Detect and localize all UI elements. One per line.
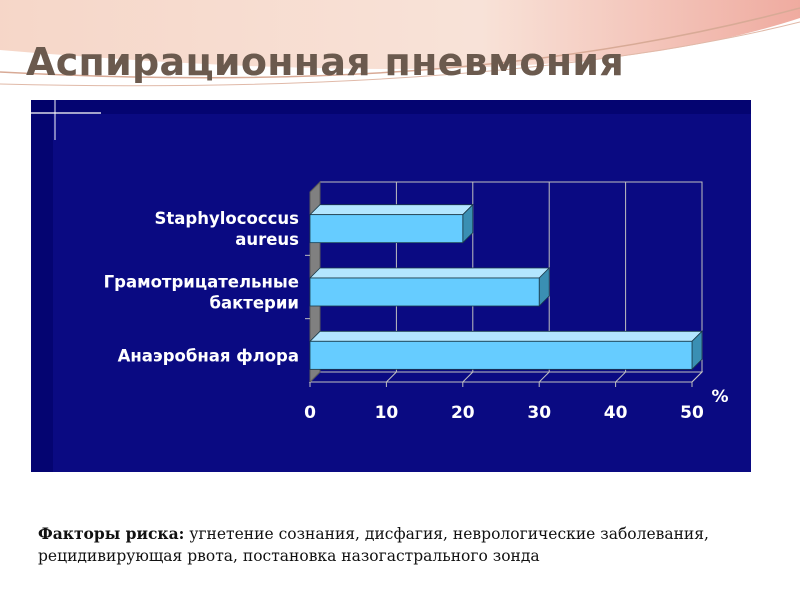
bar — [309, 214, 464, 244]
slide-title: Аспирационная пневмония — [26, 40, 625, 84]
x-floor-gridline — [538, 371, 550, 383]
risk-factors-note: Факторы риска: угнетение сознания, дисфа… — [38, 523, 758, 567]
x-axis-unit: % — [711, 387, 728, 407]
header-decoration — [0, 0, 800, 87]
x-floor-gridline — [462, 371, 474, 383]
x-tick-label: 20 — [451, 403, 475, 423]
plot-floor — [308, 371, 704, 383]
x-tick-label: 30 — [527, 403, 551, 423]
bar-top-face — [309, 267, 551, 279]
chart-background-top-band — [31, 100, 751, 114]
category-label: бактерии — [209, 294, 299, 313]
chart-background-left-band — [31, 100, 53, 472]
category-label: Staphylococcus — [155, 209, 300, 228]
bar — [309, 340, 693, 370]
chart-panel: 0 10 20 30 40 50% Staphylococcus aureus Грамотри… — [31, 100, 751, 472]
risk-factors-text: угнетение сознания, дисфагия, неврологич… — [38, 524, 709, 565]
x-tick-label: 40 — [604, 403, 628, 423]
bar-chart: 0 10 20 30 40 50% Staphylococcus aureus Грамотри… — [31, 100, 751, 472]
category-label: Анаэробная флора — [118, 346, 299, 365]
category-label: aureus — [235, 230, 299, 249]
x-floor-gridline — [691, 371, 703, 383]
bar — [309, 277, 540, 307]
risk-factors-label: Факторы риска: — [38, 523, 185, 543]
x-tick-label: 0 — [304, 403, 316, 423]
bar-top-face — [309, 204, 474, 216]
x-floor-gridline — [386, 371, 397, 383]
bar-top-face — [309, 330, 703, 342]
x-tick-label: 10 — [375, 403, 399, 423]
x-floor-gridline — [615, 371, 626, 383]
x-tick-label: 50 — [680, 403, 704, 423]
category-label: Грамотрицательные — [104, 273, 299, 292]
